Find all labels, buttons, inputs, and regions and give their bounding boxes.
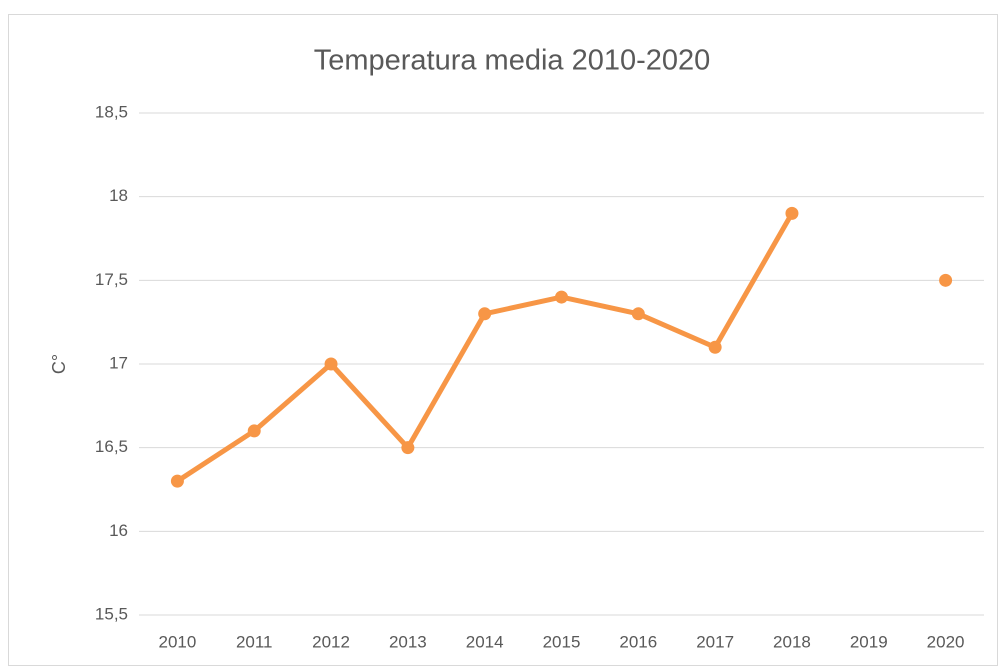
marker: [324, 357, 338, 371]
x-tick-label: 2010: [158, 632, 196, 651]
x-tick-label: 2019: [850, 632, 888, 651]
x-tick-label: 2012: [312, 632, 350, 651]
y-axis-title: C°: [49, 354, 69, 374]
marker: [170, 474, 184, 488]
marker: [708, 340, 722, 354]
marker: [785, 206, 799, 220]
marker: [478, 307, 492, 321]
x-tick-label: 2011: [236, 632, 273, 651]
chart-border: [8, 14, 998, 666]
y-tick-label: 17,5: [95, 270, 128, 289]
marker: [247, 424, 261, 438]
marker: [939, 273, 953, 287]
x-tick-label: 2015: [543, 632, 581, 651]
y-tick-label: 16,5: [95, 437, 128, 456]
x-tick-label: 2020: [927, 632, 965, 651]
y-tick-label: 17: [109, 353, 128, 372]
x-tick-label: 2014: [466, 632, 504, 651]
y-tick-label: 15,5: [95, 604, 128, 623]
x-tick-label: 2017: [696, 632, 734, 651]
y-tick-label: 16: [109, 521, 128, 540]
y-tick-label: 18,5: [95, 102, 128, 121]
y-tick-label: 18: [109, 186, 128, 205]
marker: [401, 441, 415, 455]
marker: [631, 307, 645, 321]
x-tick-label: 2013: [389, 632, 427, 651]
x-tick-label: 2018: [773, 632, 811, 651]
x-tick-label: 2016: [619, 632, 657, 651]
chart-title: Temperatura media 2010-2020: [314, 45, 711, 77]
marker: [555, 290, 568, 304]
